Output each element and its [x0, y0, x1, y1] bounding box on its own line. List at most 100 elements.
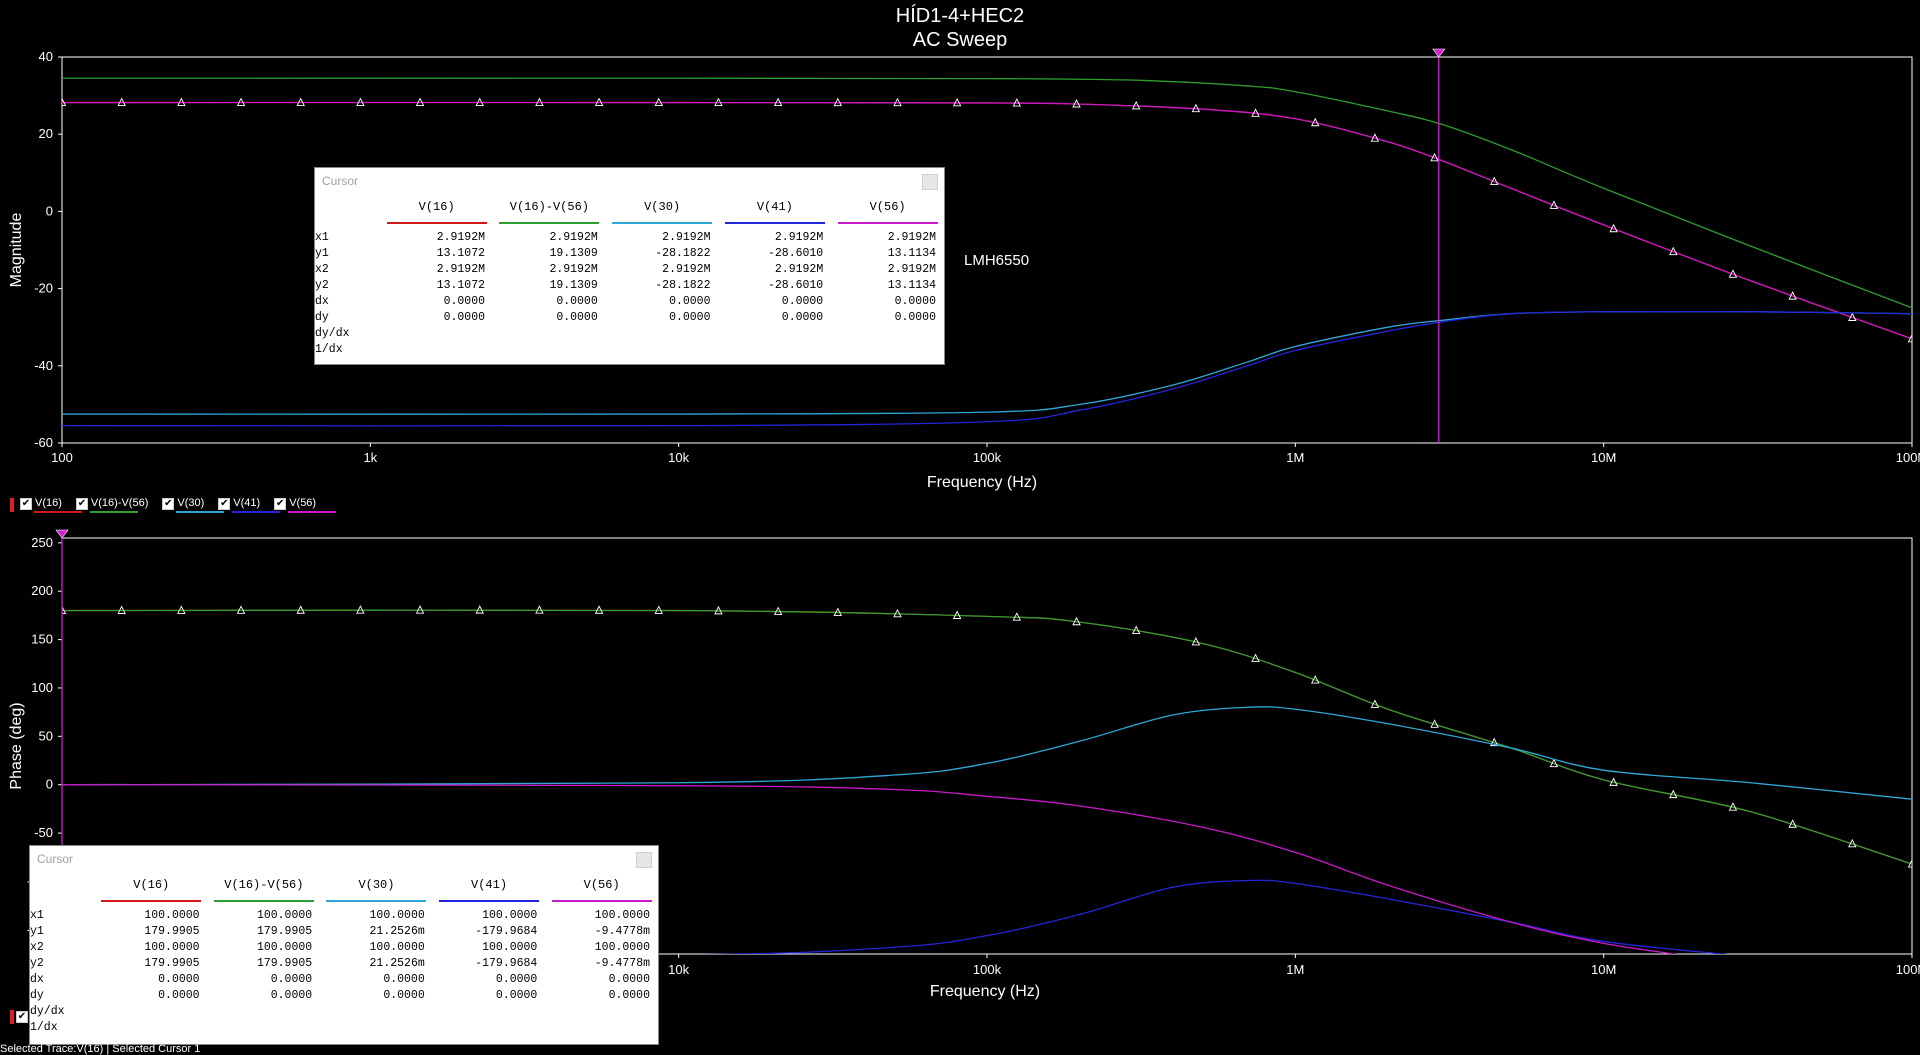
series-line-V56[interactable] [62, 784, 1912, 1022]
cursor-cell: 0.0000 [158, 989, 200, 1002]
cursor-row-y1: y1 179.9905 179.9905 21.2526m -179.9684 -9.47… [30, 924, 658, 940]
cursor-cell [380, 326, 493, 342]
series-marker-V56 [1430, 152, 1439, 162]
series-marker-V56 [952, 97, 962, 107]
series-marker-V16mV56 [654, 605, 664, 614]
cursor-row-label: dy/dx [30, 1005, 65, 1018]
cursor-row-label: y2 [30, 957, 44, 970]
cursor-cell [606, 342, 719, 358]
close-icon[interactable] [922, 174, 938, 190]
cursor-cell: 13.1134 [887, 247, 936, 260]
phase-y-tick-label: 0 [46, 777, 53, 792]
cursor-column-header: V(16) [95, 872, 208, 908]
series-line-V16mV56[interactable] [62, 609, 1912, 865]
cursor-cell: -9.4778m [594, 957, 650, 970]
cursor-row-x1: x1 100.0000 100.0000 100.0000 100.0000 100.00… [30, 908, 658, 924]
legend-item-V30[interactable]: ✔ V(30) [162, 497, 225, 513]
cursor-row-y2: y2 179.9905 179.9905 21.2526m -179.9684 -9.47… [30, 956, 658, 972]
cursor-cell: 13.1072 [436, 247, 486, 260]
cursor-column-header: V(30) [320, 872, 433, 908]
series-marker-V56 [356, 97, 365, 106]
cursor-column-swatch [499, 222, 600, 224]
phase-y-tick-label: 200 [31, 583, 53, 598]
legend-swatch [34, 511, 82, 513]
cursor-column-swatch [213, 900, 314, 902]
series-marker-V56 [773, 97, 783, 107]
cursor-cell: 19.1309 [549, 279, 598, 292]
cursor-row-label: x1 [315, 231, 329, 244]
series-line-V56[interactable] [62, 101, 1912, 340]
cursor-cell [545, 1020, 658, 1036]
cursor-cell: 100.0000 [594, 941, 650, 954]
legend-checkbox[interactable]: ✔ [20, 498, 32, 510]
phase-plot: 250200150100500-50-100-1501001k10k100k1M… [27, 529, 1920, 1022]
cursor-row-label: x1 [30, 909, 44, 922]
legend-checkbox[interactable]: ✔ [218, 498, 231, 510]
legend-checkbox[interactable]: ✔ [75, 498, 88, 510]
series-marker-V16mV56 [1848, 838, 1857, 848]
magnitude-y-tick-label: -40 [34, 358, 53, 373]
cursor-cell [493, 326, 606, 342]
cursor-column-swatch [439, 900, 540, 902]
cursor-cell [95, 1020, 208, 1036]
cursor-cell: 100.0000 [369, 941, 425, 954]
legend-item-V56[interactable]: ✔ V(56) [274, 497, 337, 513]
cursor-row-x2: x2 100.0000 100.0000 100.0000 100.0000 100.00… [30, 940, 658, 956]
legend-label: V(30) [177, 497, 205, 509]
cursor-panel-top[interactable]: Cursor V(16) V(16)-V(56) V(30) V(41) V(56) x… [314, 167, 945, 365]
series-line-V30[interactable] [62, 706, 1912, 800]
phase-x-tick-label: 100k [973, 962, 1002, 977]
cursor-cell: 100.0000 [482, 909, 538, 922]
series-marker-V16mV56 [773, 606, 783, 615]
legend-checkbox[interactable]: ✔ [274, 498, 287, 510]
series-marker-V16mV56 [62, 605, 67, 615]
cursor-cell: 0.0000 [556, 311, 598, 324]
magnitude-cursor-handle-icon[interactable] [1432, 48, 1446, 58]
legend-label: V(16)-V(56) [90, 497, 149, 509]
series-marker-V56 [1609, 223, 1618, 233]
legend-item-V16[interactable]: ✔ V(16) [20, 497, 82, 513]
cursor-cell: 2.9192M [549, 231, 598, 244]
magnitude-x-tick-label: 100M [1896, 450, 1920, 465]
magnitude-y-tick-label: 0 [46, 203, 53, 218]
cursor-cell: 179.9905 [256, 925, 313, 938]
legend-checkbox-lower[interactable]: ✔ [16, 1011, 28, 1023]
cursor-row-1-dx: 1/dx [315, 342, 944, 358]
series-line-V41[interactable] [62, 879, 1912, 973]
series-marker-V16mV56 [475, 605, 484, 614]
series-line-V41[interactable] [62, 310, 1912, 427]
legend-item-V16mV56[interactable]: ✔ V(16)-V(56) [75, 497, 149, 513]
series-line-V16mV56[interactable] [62, 77, 1912, 309]
cursor-panel-bottom[interactable]: Cursor V(16) V(16)-V(56) V(30) V(41) V(56) x… [29, 845, 659, 1045]
close-icon-bottom[interactable] [636, 852, 652, 868]
legend-item-V41[interactable]: ✔ V(41) [218, 497, 281, 513]
series-marker-V16mV56 [177, 605, 186, 614]
legend-checkbox[interactable]: ✔ [162, 498, 175, 510]
cursor-cell: 100.0000 [256, 909, 313, 922]
series-line-V16[interactable] [62, 609, 1912, 865]
cursor-row-x2: x2 2.9192M 2.9192M 2.9192M 2.9192M 2.9192M [315, 262, 944, 278]
series-marker-V16mV56 [535, 605, 544, 614]
phase-y-tick-label: -50 [34, 825, 53, 840]
series-marker-V56 [1549, 200, 1559, 209]
cursor-row-dy-dx: dy/dx [315, 326, 944, 342]
series-marker-V56 [1788, 291, 1797, 300]
cursor-cell [831, 342, 944, 358]
cursor-column-swatch [326, 900, 427, 902]
series-marker-V16mV56 [1191, 636, 1201, 646]
cursor-row-label: dy [30, 989, 44, 1002]
phase-cursor-handle-icon[interactable] [55, 529, 69, 539]
cursor-cell: 0.0000 [608, 989, 650, 1002]
cursor-cell: -9.4778m [594, 925, 650, 938]
series-marker-V56 [1191, 103, 1201, 113]
cursor-cell: -28.1822 [655, 279, 711, 292]
phase-y-tick-label: 150 [31, 632, 53, 647]
cursor-column-swatch [612, 222, 713, 224]
phase-x-axis-label: Frequency (Hz) [930, 983, 1040, 1000]
cursor-row-label: y2 [315, 279, 329, 292]
cursor-cell: -179.9684 [475, 925, 538, 938]
cursor-row-label: dy [315, 311, 329, 324]
magnitude-x-axis-label: Frequency (Hz) [927, 474, 1037, 491]
